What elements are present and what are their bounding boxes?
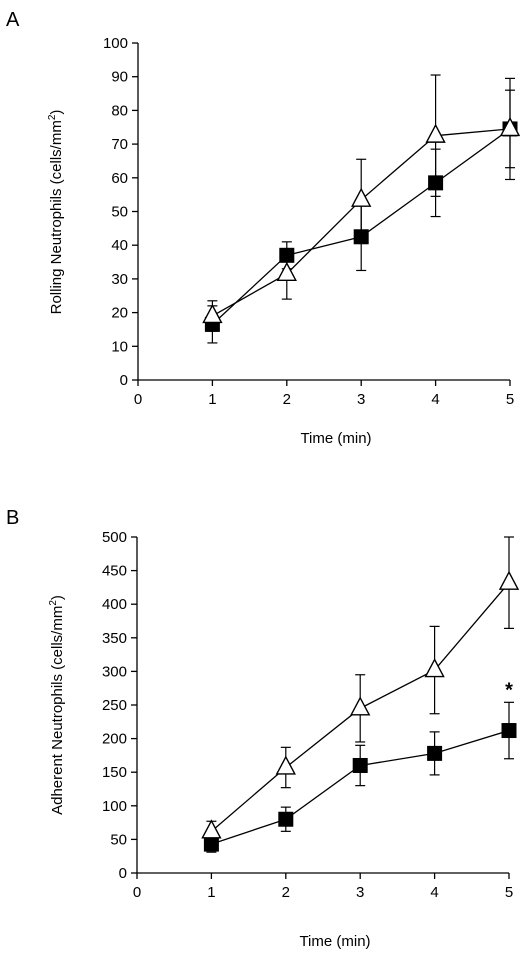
panel-b-y-axis-title: Adherent Neutrophils (cells/mm2): [48, 595, 66, 815]
panel-a-x-tick-label: 5: [506, 391, 514, 408]
panel-a-y-tick-label: 30: [111, 271, 128, 288]
panel-b-y-axis-title-base: Adherent Neutrophils (cells/mm: [49, 606, 66, 815]
panel-b-series-open-triangle-point: [424, 658, 445, 678]
panel-b-series-filled-square-point: [427, 745, 443, 761]
panel-b-series-filled-square-point: [501, 723, 517, 739]
panel-b-y-axis-title-tail: ): [49, 595, 66, 600]
panel-b-x-tick-label: 5: [505, 884, 513, 901]
panel-a-y-tick-label: 50: [111, 204, 128, 221]
panel-a-y-tick-label: 40: [111, 237, 128, 254]
panel-a-series-open-triangle-point: [499, 116, 520, 137]
panel-a-y-tick-label: 90: [111, 69, 128, 86]
panel-a-y-tick-label: 60: [111, 170, 128, 187]
panel-b-series-open-triangle-point: [350, 696, 371, 716]
panel-a-series-open-triangle-point: [202, 303, 223, 324]
panel-a-x-tick-label: 0: [134, 391, 142, 408]
panel-a-y-tick-label: 100: [103, 35, 128, 52]
panel-a-y-axis-title: Rolling Neutrophils (cells/mm2): [47, 110, 65, 315]
panel-b-series-filled-square-point: [278, 811, 294, 827]
panel-a-y-tick-label: 10: [111, 338, 128, 355]
panel-a-x-tick-label: 3: [357, 391, 365, 408]
panel-a-series-open-triangle-point: [276, 261, 297, 282]
panel-b-y-tick-label: 0: [119, 865, 127, 882]
panel-b-y-tick-label: 450: [102, 563, 127, 580]
panel-b: B Time (min) Adherent Neutrophils (cells…: [6, 507, 520, 950]
panel-b-series-filled-square-point: [203, 836, 219, 852]
panel-b-x-tick-label: 1: [207, 884, 215, 901]
panel-b-y-axis-title-sup: 2: [48, 600, 59, 606]
panel-a-y-axis-title-sup: 2: [47, 114, 58, 120]
panel-b-series-open-triangle-point: [275, 755, 296, 775]
panel-a: A Time (min) Rolling Neutrophils (cells/…: [6, 9, 520, 447]
panel-a-y-tick-label: 70: [111, 136, 128, 153]
panel-b-series-open-triangle-point: [201, 819, 222, 839]
panel-a-y-axis-title-base: Rolling Neutrophils (cells/mm: [48, 120, 65, 314]
panel-a-y-tick-label: 20: [111, 305, 128, 322]
panel-a-x-axis-title: Time (min): [300, 430, 371, 447]
panel-b-y-tick-label: 200: [102, 731, 127, 748]
panel-b-significance-asterisk: *: [505, 679, 513, 701]
panel-b-series-filled-square-point: [352, 757, 368, 773]
panel-a-x-tick-label: 4: [431, 391, 439, 408]
panel-b-x-tick-label: 2: [282, 884, 290, 901]
panel-b-x-tick-label: 4: [430, 884, 438, 901]
panel-b-y-tick-label: 500: [102, 529, 127, 546]
panel-b-y-tick-label: 100: [102, 798, 127, 815]
panel-b-y-tick-label: 350: [102, 630, 127, 647]
panel-b-y-tick-label: 300: [102, 663, 127, 680]
panel-b-x-tick-label: 3: [356, 884, 364, 901]
panel-a-series-open-triangle-point: [425, 123, 446, 143]
panel-b-series-open-triangle-point: [498, 570, 520, 590]
panel-a-y-tick-label: 0: [120, 372, 128, 389]
panel-a-letter: A: [6, 9, 20, 31]
panel-b-y-tick-label: 250: [102, 697, 127, 714]
panel-b-x-axis-title: Time (min): [299, 933, 370, 950]
panel-b-letter: B: [6, 507, 19, 529]
panel-b-y-tick-label: 50: [110, 831, 127, 848]
panel-a-y-axis-title-tail: ): [48, 110, 65, 115]
panel-a-x-tick-label: 1: [208, 391, 216, 408]
panel-b-y-tick-label: 150: [102, 764, 127, 781]
panel-a-y-tick-label: 80: [111, 102, 128, 119]
panel-b-y-tick-label: 400: [102, 596, 127, 613]
panel-b-x-tick-label: 0: [133, 884, 141, 901]
panel-a-x-tick-label: 2: [283, 391, 291, 408]
panel-a-series-open-triangle-point: [351, 187, 372, 207]
